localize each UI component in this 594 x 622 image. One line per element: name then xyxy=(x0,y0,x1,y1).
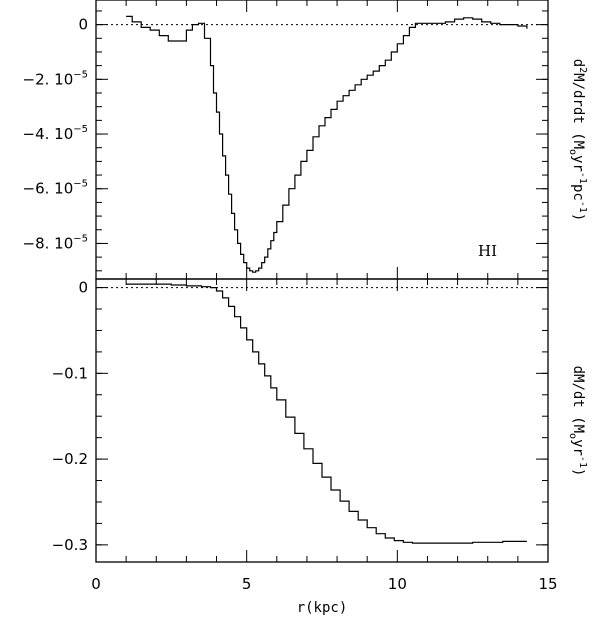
top-panel-frame xyxy=(95,0,549,280)
bottom-panel-frame xyxy=(95,278,549,563)
bottom-y-tick-labels: 0 −0.1 −0.2 −0.3 xyxy=(52,279,88,554)
bottom-panel-ticks xyxy=(95,279,549,562)
x-tick-label-15: 15 xyxy=(538,575,557,593)
x-axis-label: r(kpc) xyxy=(297,600,348,616)
x-tick-label-5: 5 xyxy=(242,575,252,593)
y-tick-label-0: 0 xyxy=(78,16,88,34)
x-tick-label-10: 10 xyxy=(388,575,407,593)
x-tick-labels: 0 5 10 15 xyxy=(91,575,557,593)
y-tick-label-minus-2e-5: −2. 10−5 xyxy=(23,69,89,88)
y-tick-label-minus-0-1: −0.1 xyxy=(52,364,88,382)
y-tick-label-minus-0-3: −0.3 xyxy=(52,536,88,554)
top-y-axis-label: d2M/drdt (Moyr-1pc-1) xyxy=(567,59,588,222)
hi-annotation: HI xyxy=(478,242,497,260)
y-tick-label-minus-8e-5: −8. 10−5 xyxy=(23,233,89,252)
bottom-series-line xyxy=(126,283,527,544)
top-y-tick-labels: 0 −2. 10−5 −4. 10−5 −6. 10−5 −8. 10−5 xyxy=(23,16,89,253)
x-tick-label-0: 0 xyxy=(91,575,101,593)
y-tick-label-minus-0-2: −0.2 xyxy=(52,450,88,468)
top-panel-ticks xyxy=(95,0,549,279)
bottom-y-axis-label: dM/dt (Moyr-1) xyxy=(567,366,588,477)
y-tick-label-0: 0 xyxy=(78,279,88,297)
y-tick-label-minus-6e-5: −6. 10−5 xyxy=(23,179,89,198)
y-tick-label-minus-4e-5: −4. 10−5 xyxy=(23,124,89,143)
top-series-line xyxy=(126,15,528,273)
